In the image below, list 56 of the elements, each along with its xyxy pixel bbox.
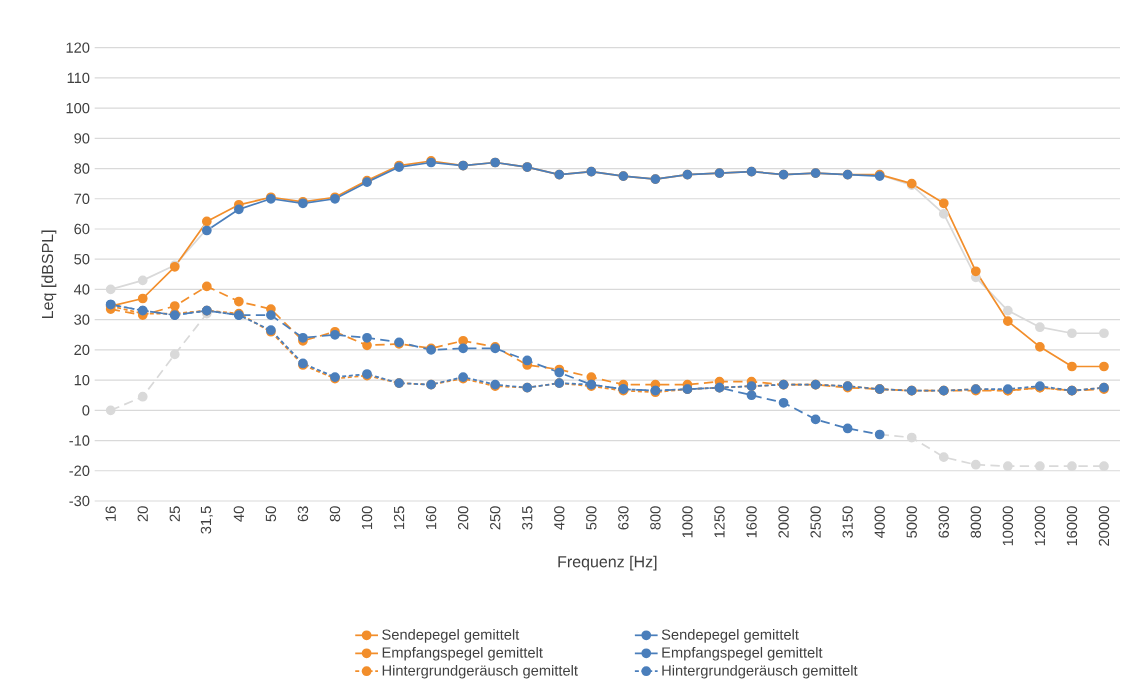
y-tick-label: 70 [74,193,90,204]
x-tick-label: 1000 [682,506,693,538]
x-tick-label: 160 [425,506,437,530]
y-tick-label: -10 [69,435,90,446]
legend-label: Hintergrundgeräusch gemittelt [662,664,858,679]
x-tick-label: 63 [297,506,309,522]
y-tick-label: -30 [69,495,90,507]
y-tick-label: -20 [69,465,90,476]
x-tick-label: 800 [650,506,661,530]
x-tick-label: 2500 [810,506,821,538]
x-tick-label: 2000 [778,506,789,538]
y-tick-label: 0 [82,405,90,416]
x-tick-label: 6300 [938,506,949,538]
x-tick-label: 1600 [746,506,757,538]
x-tick-label: 400 [554,506,565,530]
y-tick-label: 120 [66,42,90,53]
x-tick-label: 80 [329,506,341,522]
x-tick-label: 50 [265,506,277,522]
x-tick-label: 3150 [842,506,853,538]
x-tick-label: 20000 [1098,506,1110,546]
x-tick-label: 40 [233,506,245,522]
x-tick-label: 250 [490,506,501,530]
y-tick-label: 30 [74,314,90,325]
legend-label: Hintergrundgeräusch gemittelt [382,664,578,679]
x-tick-label: 5000 [906,506,917,538]
y-tick-label: 80 [74,163,90,174]
x-tick-label: 16 [105,506,116,521]
x-tick-label: 125 [393,506,405,530]
y-tick-label: 50 [74,254,90,265]
legend-label: Empfangspegel gemittelt [382,646,543,661]
x-tick-label: 500 [586,506,597,530]
x-tick-label: 16000 [1066,506,1078,546]
x-tick-label: 315 [522,506,533,530]
y-tick-label: 60 [74,223,90,235]
x-tick-label: 100 [361,506,373,530]
x-tick-label: 12000 [1034,506,1046,546]
x-tick-label: 200 [457,506,469,530]
x-tick-label: 1250 [714,506,725,538]
x-tick-label: 4000 [874,506,885,538]
y-tick-label: 10 [74,374,90,386]
x-tick-label: 20 [137,506,148,522]
x-tick-label: 8000 [970,506,982,538]
y-axis-title: Leq [dBSPL] [41,230,57,318]
legend-label: Empfangspegel gemittelt [662,646,823,661]
y-tick-label: 20 [74,344,90,356]
x-tick-label: 630 [618,506,629,530]
x-tick-label: 10000 [1002,506,1014,546]
y-tick-label: 110 [67,72,90,84]
legend-label: Sendepegel gemittelt [382,628,520,643]
x-tick-label: 31,5 [200,506,213,534]
legend-label: Sendepegel gemittelt [661,628,799,643]
x-axis-title: Frequenz [Hz] [558,555,657,571]
y-tick-label: 40 [73,284,90,295]
y-tick-label: 90 [74,133,90,144]
y-tick-label: 100 [66,102,90,114]
x-tick-label: 25 [169,506,180,522]
